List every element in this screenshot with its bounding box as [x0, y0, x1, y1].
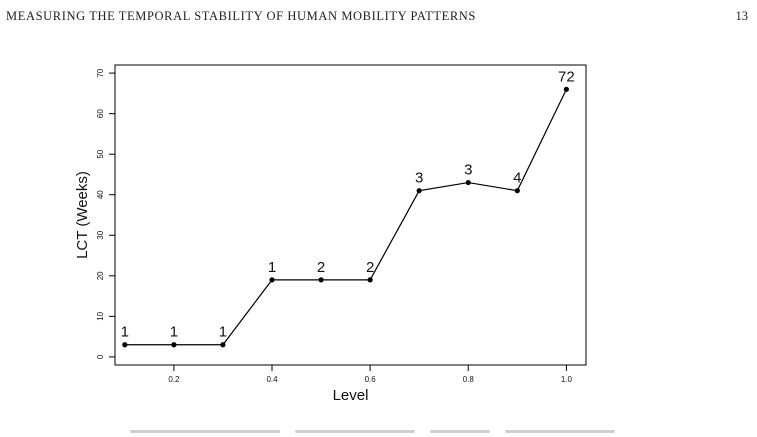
point-label: 3 [415, 170, 423, 187]
data-point [416, 188, 422, 194]
x-tick-label: 0.6 [365, 375, 377, 384]
caption-fragment [120, 424, 640, 437]
point-label: 72 [558, 68, 575, 85]
page-number: 13 [735, 9, 749, 23]
point-label: 2 [366, 259, 374, 276]
series-line [124, 89, 567, 346]
y-tick-label: 60 [96, 109, 105, 118]
point-label: 2 [317, 259, 325, 276]
y-tick-label: 0 [96, 354, 105, 359]
x-axis-label: Level [333, 387, 369, 404]
x-tick-label: 0.8 [463, 375, 475, 384]
y-tick-label: 70 [96, 68, 105, 77]
point-label: 1 [268, 259, 276, 276]
data-point [367, 277, 373, 283]
data-point [465, 179, 471, 186]
data-point [514, 188, 520, 194]
plot-frame [114, 64, 587, 366]
point-label: 1 [121, 324, 129, 341]
y-tick-label: 20 [96, 271, 105, 280]
data-point [269, 277, 275, 283]
y-tick-label: 40 [96, 190, 105, 199]
data-point [220, 342, 226, 348]
y-tick-label: 50 [96, 149, 105, 158]
data-point [318, 277, 324, 283]
y-tick-label: 30 [96, 230, 105, 239]
point-label: 4 [513, 170, 521, 187]
data-point [563, 86, 569, 92]
data-point [122, 342, 128, 348]
x-tick-label: 1.0 [561, 375, 573, 384]
x-tick-label: 0.4 [266, 375, 278, 384]
point-label: 1 [219, 324, 227, 341]
point-label: 1 [170, 324, 178, 341]
point-label: 3 [464, 162, 472, 179]
y-axis-label: LCT (Weeks) [74, 171, 91, 259]
x-tick-label: 0.2 [168, 375, 180, 384]
data-point [171, 342, 177, 348]
running-head: MEASURING THE TEMPORAL STABILITY OF HUMA… [6, 9, 476, 23]
y-tick-label: 10 [96, 311, 105, 320]
